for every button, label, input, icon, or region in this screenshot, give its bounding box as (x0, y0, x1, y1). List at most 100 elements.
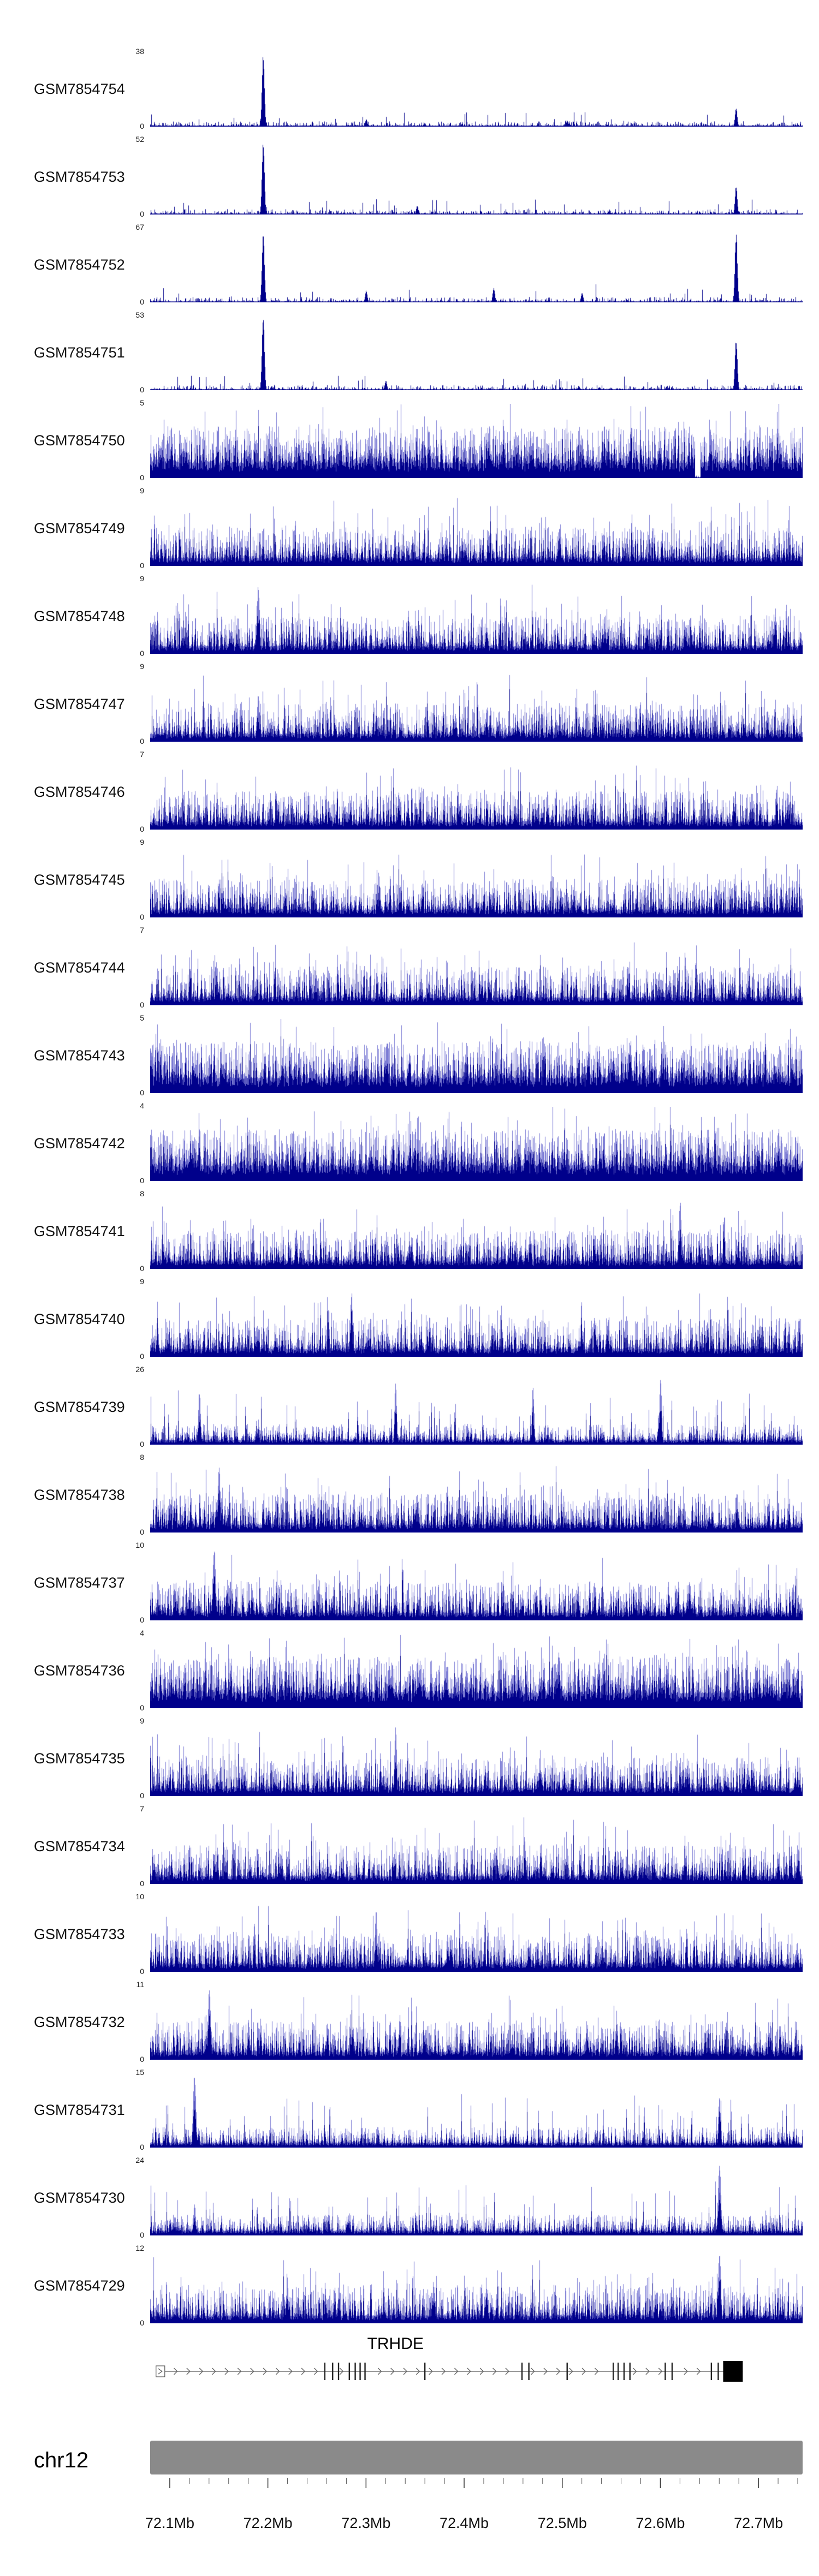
transcription-direction-arrow-icon (505, 2368, 509, 2375)
coverage-signal-canvas (150, 1019, 803, 1093)
gene-exon-bar (664, 2363, 666, 2380)
signal-track-row: GSM7854729 12 0 (0, 2244, 819, 2327)
transcription-direction-arrow-icon (441, 2368, 446, 2375)
track-sample-label: GSM7854731 (34, 2102, 125, 2118)
track-sample-label: GSM7854737 (34, 1575, 125, 1591)
transcription-direction-arrow-icon (416, 2368, 420, 2375)
gene-exon-bar (354, 2363, 356, 2380)
gene-name-label: TRHDE (367, 2335, 424, 2353)
transcription-direction-arrow-icon (556, 2368, 561, 2375)
track-ybottom-label: 0 (140, 2318, 144, 2327)
transcription-direction-arrow-icon (479, 2368, 484, 2375)
track-ymax-label: 9 (140, 662, 144, 671)
coverage-signal-canvas (150, 1195, 803, 1269)
transcription-direction-arrow-icon (403, 2368, 408, 2375)
track-ymax-label: 9 (140, 1277, 144, 1286)
coverage-signal-canvas (150, 316, 803, 390)
track-ybottom-label: 0 (140, 1352, 144, 1361)
track-ybottom-label: 0 (140, 1440, 144, 1448)
gene-exon-bar (623, 2363, 625, 2380)
track-sample-label: GSM7854747 (34, 696, 125, 712)
track-ybottom-label: 0 (140, 2231, 144, 2239)
signal-track-row: GSM7854738 8 0 (0, 1453, 819, 1536)
gene-exon-bar (332, 2363, 334, 2380)
track-ymax-label: 26 (135, 1365, 144, 1374)
signal-track-row: GSM7854752 67 0 (0, 223, 819, 306)
coverage-signal-canvas (150, 667, 803, 742)
track-ybottom-label: 0 (140, 1088, 144, 1097)
gene-exon-bar (617, 2363, 619, 2380)
gene-exon-bar (671, 2363, 673, 2380)
track-ybottom-label: 0 (140, 913, 144, 921)
coverage-signal-canvas (150, 1107, 803, 1181)
axis-tick-label: 72.3Mb (341, 2515, 391, 2531)
track-ybottom-label: 0 (140, 1264, 144, 1273)
track-ymax-label: 12 (135, 2244, 144, 2252)
track-ymax-label: 5 (140, 1013, 144, 1022)
track-sample-label: GSM7854739 (34, 1399, 125, 1415)
coverage-signal-canvas (150, 1370, 803, 1445)
track-sample-label: GSM7854753 (34, 169, 125, 185)
coverage-signal-canvas (150, 228, 803, 302)
signal-track-row: GSM7854735 9 0 (0, 1716, 819, 1800)
track-ymax-label: 10 (135, 1892, 144, 1901)
track-sample-label: GSM7854735 (34, 1750, 125, 1767)
genomic-axis-ticks (169, 2478, 798, 2488)
track-sample-label: GSM7854748 (34, 608, 125, 624)
coverage-signal-canvas (150, 492, 803, 566)
chromosome-label: chr12 (34, 2448, 89, 2472)
track-ymax-label: 24 (135, 2156, 144, 2164)
track-sample-label: GSM7854750 (34, 432, 125, 449)
coverage-signal-canvas (150, 2249, 803, 2323)
transcription-direction-arrow-icon (224, 2368, 229, 2375)
signal-track-row: GSM7854754 38 0 (0, 47, 819, 130)
gene-exon-bar (528, 2363, 530, 2380)
signal-track-row: GSM7854742 4 0 (0, 1101, 819, 1185)
transcription-direction-arrow-icon (275, 2368, 280, 2375)
track-ybottom-label: 0 (140, 825, 144, 833)
track-ymax-label: 4 (140, 1629, 144, 1637)
signal-track-row: GSM7854748 9 0 (0, 574, 819, 658)
gene-exon-bar (612, 2363, 614, 2380)
axis-tick-label: 72.6Mb (636, 2515, 685, 2531)
gene-exon-bar (364, 2363, 366, 2380)
transcription-direction-arrow-icon (467, 2368, 471, 2375)
gene-exon-bar (348, 2363, 350, 2380)
transcription-direction-arrow-icon (594, 2368, 599, 2375)
gene-exon-bar (359, 2363, 361, 2380)
track-ymax-label: 5 (140, 398, 144, 407)
gene-model-track (156, 2361, 743, 2382)
track-ybottom-label: 0 (140, 2143, 144, 2151)
coverage-signal-canvas (150, 580, 803, 654)
coverage-signal-canvas (150, 2161, 803, 2235)
track-ybottom-label: 0 (140, 649, 144, 658)
transcription-direction-arrow-icon (186, 2368, 191, 2375)
gene-exon-bar (424, 2363, 426, 2380)
track-ymax-label: 10 (135, 1541, 144, 1549)
track-ybottom-label: 0 (140, 1879, 144, 1888)
coverage-signal-canvas (150, 1458, 803, 1533)
coverage-signal-canvas (150, 755, 803, 830)
transcription-direction-arrow-icon (288, 2368, 293, 2375)
signal-track-row: GSM7854745 9 0 (0, 838, 819, 921)
track-sample-label: GSM7854740 (34, 1311, 125, 1327)
track-ybottom-label: 0 (140, 737, 144, 746)
signal-track-row: GSM7854753 52 0 (0, 135, 819, 218)
gene-start-box (156, 2365, 165, 2377)
transcription-direction-arrow-icon (301, 2368, 306, 2375)
transcription-direction-arrow-icon (492, 2368, 497, 2375)
coverage-signal-canvas (150, 1283, 803, 1357)
track-ymax-label: 9 (140, 1716, 144, 1725)
track-ymax-label: 9 (140, 486, 144, 495)
track-sample-label: GSM7854738 (34, 1487, 125, 1503)
track-sample-label: GSM7854741 (34, 1223, 125, 1239)
coverage-signal-canvas (150, 1722, 803, 1796)
track-ybottom-label: 0 (140, 210, 144, 218)
axis-tick-label: 72.7Mb (734, 2515, 784, 2531)
track-ybottom-label: 0 (140, 561, 144, 570)
track-ymax-label: 52 (135, 135, 144, 144)
track-ymax-label: 67 (135, 223, 144, 231)
transcription-direction-arrow-icon (543, 2368, 548, 2375)
coverage-signal-canvas (150, 2073, 803, 2148)
coverage-signal-canvas (150, 404, 803, 478)
